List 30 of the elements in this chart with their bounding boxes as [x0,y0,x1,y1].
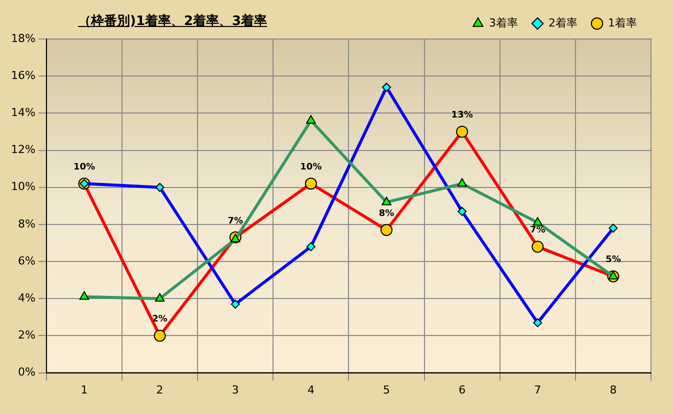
data-label: 10% [300,162,322,172]
x-tick-label: 2 [156,383,164,396]
x-tick-label: 8 [610,383,617,396]
legend-label: 3着率 [489,16,518,30]
y-tick-label: 8% [18,217,36,230]
y-tick-label: 10% [10,180,36,194]
x-tick-label: 7 [534,383,542,396]
legend-label: 1着率 [608,16,637,30]
x-tick-label: 5 [383,383,390,396]
y-tick-label: 0% [18,366,36,379]
x-tick-label: 1 [80,383,88,396]
x-tick-label: 6 [458,383,466,396]
data-label: 2% [152,314,168,325]
y-tick-label: 16% [10,68,36,82]
x-tick-label: 4 [307,383,314,396]
chart-title: （枠番別)1着率、2着率、3着率 [78,12,268,30]
data-label: 8% [378,208,394,219]
data-label: 7% [530,226,546,236]
y-tick-label: 6% [18,254,36,268]
y-tick-label: 4% [18,291,36,304]
y-tick-label: 18% [10,32,36,45]
y-tick-label: 14% [10,106,36,120]
data-label: 7% [228,216,244,226]
legend-label: 2着率 [548,16,578,30]
data-label: 5% [606,255,621,266]
data-label: 13% [451,110,473,121]
x-tick-label: 3 [232,383,239,396]
y-tick-label: 12% [10,143,36,156]
data-label: 10% [73,162,96,172]
y-tick-label: 2% [18,328,36,342]
